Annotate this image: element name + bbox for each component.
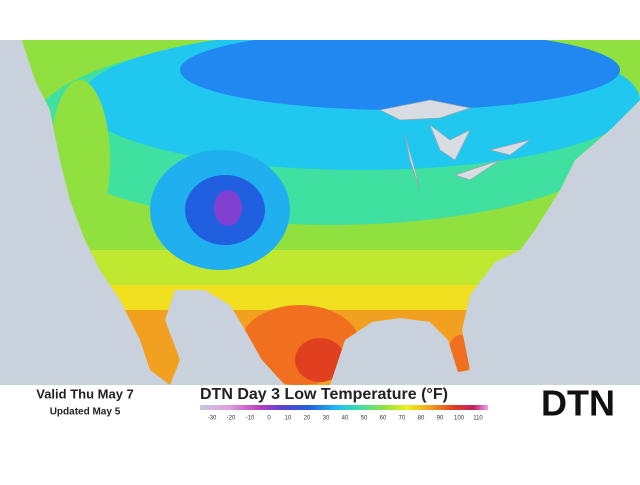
scale-tick-label: 10 (285, 416, 292, 422)
scale-tick-label: 30 (323, 416, 330, 422)
scale-tick-label: -10 (246, 416, 255, 422)
scale-tick-label: 70 (399, 416, 406, 422)
temperature-field (22, 40, 640, 385)
scale-tick-label: 60 (380, 416, 387, 422)
scale-tick-label: 20 (304, 416, 311, 422)
color-scale (200, 405, 488, 410)
scale-tick-label: -30 (208, 416, 217, 422)
scale-tick-label: -20 (227, 416, 236, 422)
scale-tick-label: 100 (454, 416, 465, 422)
scale-tick-label: 90 (437, 416, 444, 422)
color-scale-ticks: -30 -20 -10 0 10 20 30 40 50 60 70 80 90 100 110 (208, 416, 484, 422)
scale-tick-label: 110 (473, 416, 483, 422)
logo: DTN (541, 383, 615, 424)
map-title: DTN Day 3 Low Temperature (°F) (200, 386, 448, 403)
scale-tick-label: 40 (342, 416, 349, 422)
scale-tick-label: 0 (267, 416, 271, 422)
scale-tick-label: 50 (361, 416, 368, 422)
great-lakes (378, 99, 531, 191)
scale-tick-label: 80 (418, 416, 425, 422)
valid-date: Valid Thu May 7 (36, 386, 134, 401)
updated-date: Updated May 5 (50, 407, 121, 418)
